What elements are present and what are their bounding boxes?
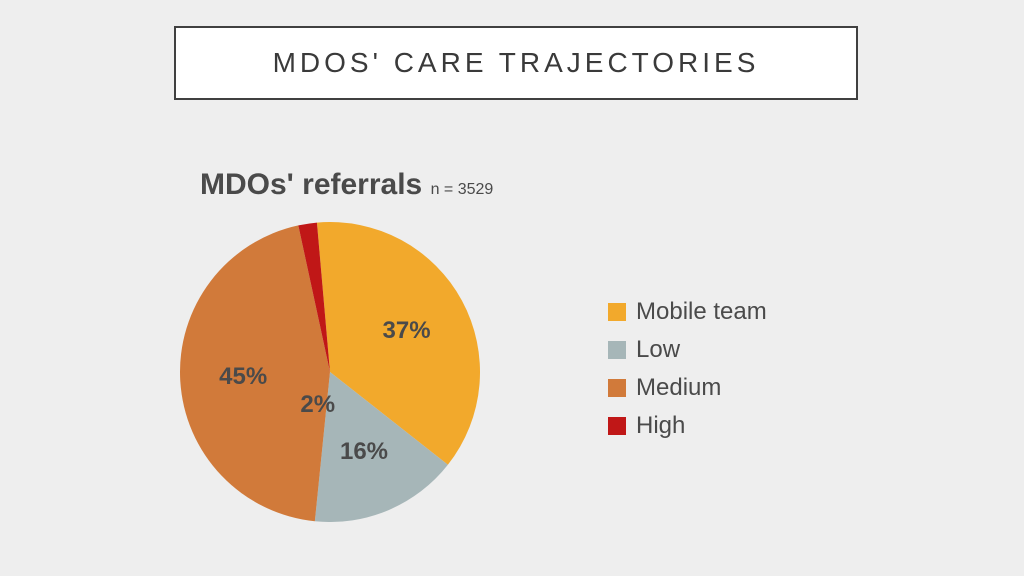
chart-title-text: MDOs' referrals [200,168,422,201]
legend-item: High [608,412,767,440]
legend-label: Medium [636,374,721,402]
chart-title: MDOs' referrals n = 3529 [200,168,493,202]
chart-subtitle: n = 3529 [431,181,494,198]
pie-slice-label: 45% [219,363,267,391]
pie-slice-label: 16% [340,438,388,466]
legend-item: Mobile team [608,298,767,326]
legend: Mobile team Low Medium High [608,298,767,450]
legend-swatch [608,341,626,359]
legend-swatch [608,417,626,435]
legend-item: Medium [608,374,767,402]
title-box: MDOS' CARE TRAJECTORIES [174,26,858,100]
pie-slice-label: 37% [383,317,431,345]
legend-label: Mobile team [636,298,767,326]
pie-slice-label: 2% [300,391,335,419]
legend-label: Low [636,336,680,364]
legend-label: High [636,412,685,440]
legend-swatch [608,303,626,321]
legend-item: Low [608,336,767,364]
pie-chart: 37% 16% 45% 2% [180,222,480,522]
legend-swatch [608,379,626,397]
page-title: MDOS' CARE TRAJECTORIES [273,47,760,79]
